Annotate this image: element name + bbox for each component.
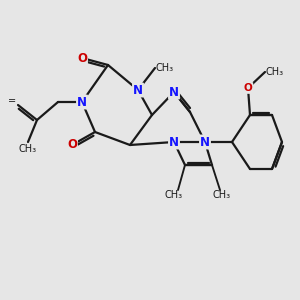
Text: N: N	[200, 136, 210, 148]
Text: N: N	[133, 83, 143, 97]
Text: N: N	[77, 95, 87, 109]
Text: CH₃: CH₃	[19, 144, 37, 154]
Text: =: =	[8, 96, 16, 106]
Text: CH₃: CH₃	[265, 67, 283, 77]
Text: CH₃: CH₃	[155, 63, 173, 73]
Text: CH₃: CH₃	[165, 190, 183, 200]
Text: O: O	[67, 139, 77, 152]
Text: O: O	[77, 52, 87, 64]
Text: N: N	[169, 136, 179, 148]
Text: CH₃: CH₃	[213, 190, 231, 200]
Text: O: O	[244, 83, 252, 93]
Text: N: N	[169, 85, 179, 98]
